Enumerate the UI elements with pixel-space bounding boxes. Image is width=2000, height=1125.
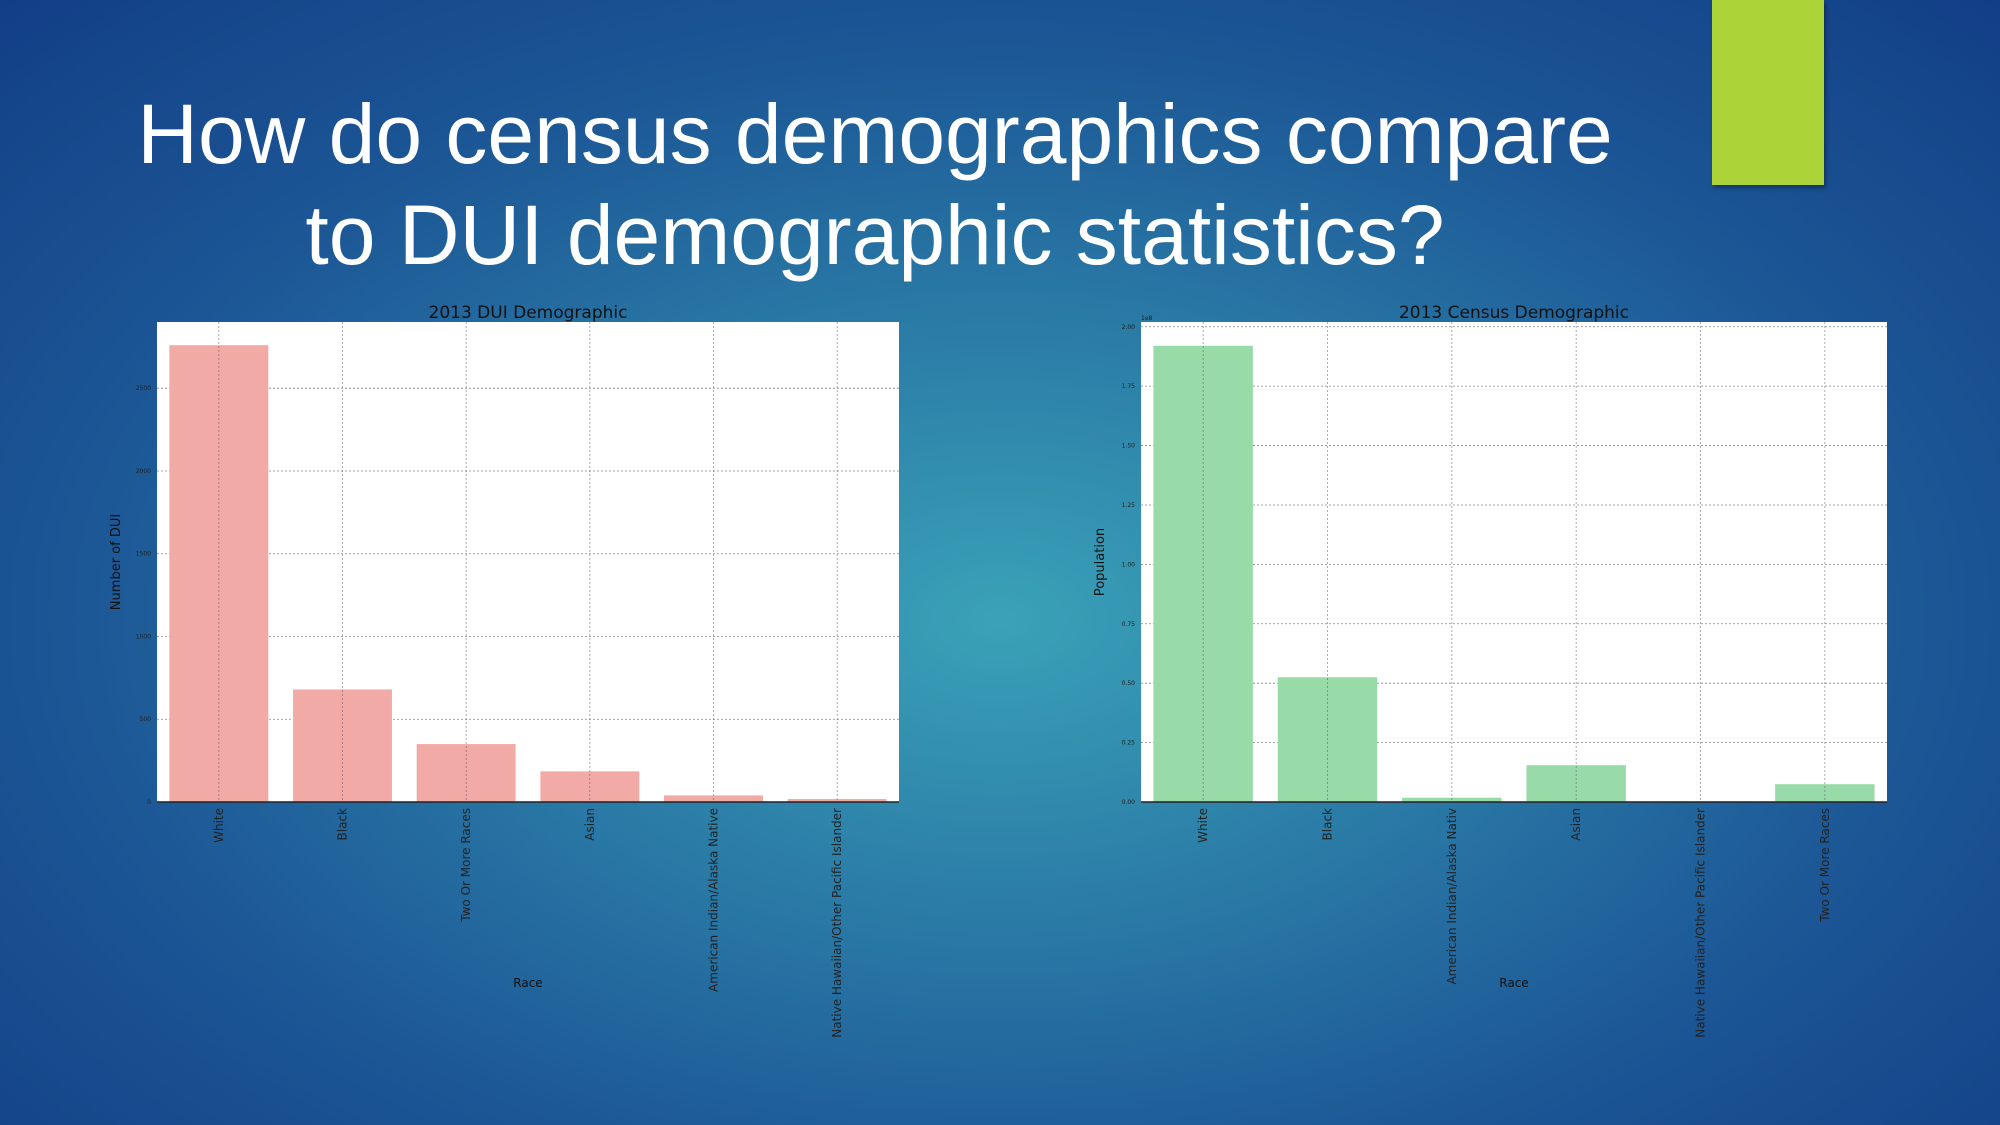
dui-ytick-label: 2000 [136, 468, 151, 475]
dui-xtick-label: White [212, 808, 226, 843]
census-ytick-label: 1.50 [1122, 443, 1136, 450]
dui-xtick-label: American Indian/Alaska Native [707, 808, 721, 992]
dui-chart: 0 500 1000 1500 2000 2500 White Black Two Or Mor… [109, 303, 899, 1038]
dui-bar [416, 744, 516, 802]
dui-plot-area [157, 322, 899, 802]
census-xtick-label: American Indian/Alaska Nativ [1445, 808, 1459, 985]
census-ytick-label: 0.50 [1122, 680, 1136, 687]
title-line-2: to DUI demographic statistics? [305, 188, 1445, 282]
census-plot-area [1141, 322, 1887, 802]
dui-bar [169, 345, 269, 802]
census-xtick-label: Native Hawaiian/Other Pacific Islander [1694, 808, 1708, 1038]
census-bar [1775, 784, 1875, 802]
census-ytick-label: 0.25 [1122, 740, 1136, 747]
title-line-1: How do census demographics compare [137, 87, 1613, 181]
dui-y-axis-label: Number of DUI [109, 514, 124, 610]
dui-x-axis-label: Race [513, 976, 542, 990]
dui-ytick-label: 500 [140, 716, 152, 723]
census-ytick-label: 1.75 [1122, 383, 1136, 390]
census-xtick-label: Black [1321, 808, 1335, 841]
census-ytick-label: 0.00 [1122, 799, 1136, 806]
dui-xtick-label: Asian [583, 808, 597, 841]
dui-xtick-label: Black [336, 808, 350, 841]
dui-ytick-label: 2500 [136, 385, 151, 392]
dui-ytick-label: 1500 [136, 551, 151, 558]
dui-xtick-label: Native Hawaiian/Other Pacific Islander [830, 808, 844, 1038]
accent-bar [1712, 0, 1824, 185]
census-x-axis-label: Race [1499, 976, 1528, 990]
census-chart-title: 2013 Census Demographic [1399, 303, 1629, 323]
census-ytick-label: 0.75 [1122, 621, 1136, 628]
census-xtick-label: White [1196, 808, 1210, 843]
dui-chart-title: 2013 DUI Demographic [429, 303, 628, 323]
census-ytick-label: 1.25 [1122, 502, 1136, 509]
dui-bar [787, 799, 887, 802]
census-chart: 0.00 0.25 0.50 0.75 1.00 1.25 1.50 1.75 2.00 Whit… [1093, 303, 1887, 1038]
census-xtick-label: Asian [1569, 808, 1583, 841]
census-xtick-label: Two Or More Races [1818, 808, 1832, 923]
dui-xtick-label: Two Or More Races [459, 808, 473, 923]
census-y-axis-label: Population [1093, 528, 1108, 596]
census-offset-label: 1e8 [1141, 315, 1153, 322]
dui-ytick-label: 0 [147, 799, 151, 806]
census-bar [1153, 345, 1253, 802]
dui-ytick-label: 1000 [136, 633, 151, 640]
census-ytick-label: 1.00 [1122, 561, 1136, 568]
slide-title: How do census demographics compare to DU… [60, 84, 1690, 286]
census-ytick-label: 2.00 [1122, 324, 1136, 331]
